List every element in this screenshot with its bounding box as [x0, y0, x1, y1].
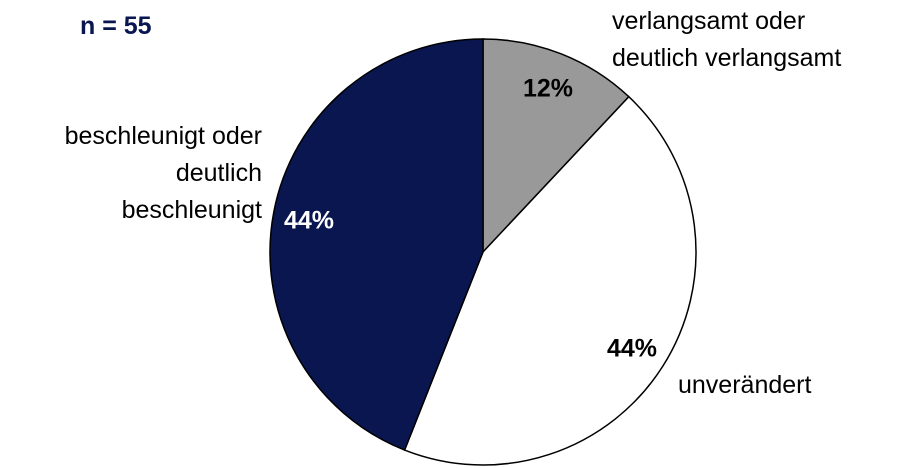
pie-slice: [403, 95, 697, 466]
pie-slice: [482, 38, 630, 254]
chart-title: n = 55: [80, 12, 152, 40]
category-label: beschleunigt oder deutlich beschleunigt: [64, 122, 262, 224]
category-label: verlangsamt oder deutlich verlangsamt: [612, 7, 842, 72]
value-label: 44%: [284, 207, 334, 235]
pie-slice: [269, 38, 484, 452]
value-label: 12%: [523, 75, 573, 103]
category-label: unverändert: [678, 371, 812, 399]
value-label: 44%: [607, 335, 657, 363]
